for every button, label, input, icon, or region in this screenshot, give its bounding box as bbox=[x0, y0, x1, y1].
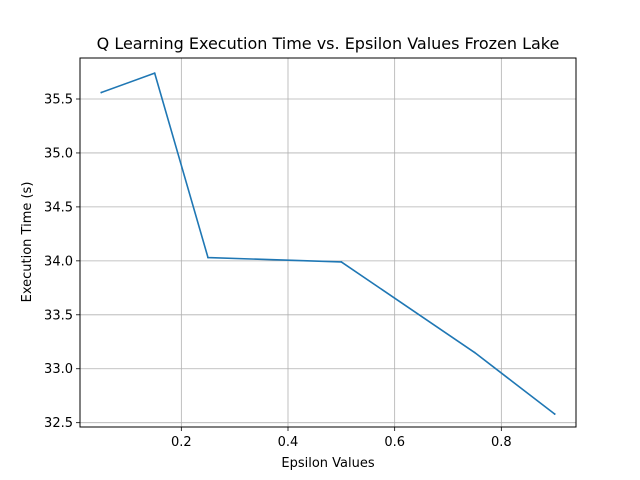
y-tick-label: 33.0 bbox=[44, 362, 73, 377]
x-tick-label: 0.4 bbox=[278, 435, 299, 450]
chart-title: Q Learning Execution Time vs. Epsilon Va… bbox=[97, 34, 560, 53]
data-point bbox=[207, 256, 209, 259]
ticks: 0.2 0.4 0.6 0.8 32.5 33.0 33.5 34.0 34.5 35.0 35.5 bbox=[44, 93, 512, 451]
x-tick-label: 0.8 bbox=[491, 435, 512, 450]
y-tick-label: 35.5 bbox=[44, 93, 73, 108]
y-axis-label: Execution Time (s) bbox=[20, 182, 35, 303]
data-point bbox=[473, 351, 476, 354]
data-point bbox=[153, 72, 156, 75]
y-tick-label: 35.0 bbox=[44, 146, 73, 161]
data-point bbox=[553, 413, 556, 415]
x-tick-label: 0.6 bbox=[384, 435, 405, 450]
plot-frame bbox=[79, 57, 577, 428]
y-tick-label: 33.5 bbox=[44, 308, 73, 323]
series-line bbox=[100, 72, 556, 416]
y-tick-label: 34.0 bbox=[44, 254, 73, 269]
y-tick-label: 34.5 bbox=[44, 200, 73, 215]
data-point bbox=[340, 261, 343, 263]
x-tick-label: 0.2 bbox=[171, 435, 192, 450]
series-layer bbox=[100, 72, 556, 416]
y-tick-label: 32.5 bbox=[44, 416, 73, 431]
data-point bbox=[100, 91, 103, 94]
x-axis-label: Epsilon Values bbox=[281, 456, 374, 471]
